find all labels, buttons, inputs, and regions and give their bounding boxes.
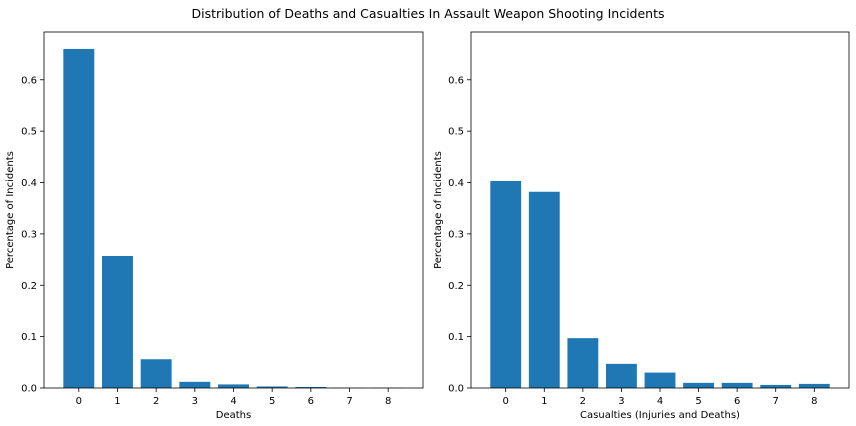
x-tick-label: 8	[385, 396, 391, 407]
bar-2	[567, 338, 599, 388]
y-tick-label: 0.2	[21, 281, 37, 292]
bar-0	[490, 180, 522, 388]
x-tick-label: 3	[618, 396, 624, 407]
x-tick-label: 7	[773, 396, 779, 407]
x-tick-label: 1	[114, 396, 120, 407]
x-tick-label: 4	[230, 396, 236, 407]
y-tick-label: 0.5	[21, 127, 37, 138]
x-axis-label: Deaths	[216, 410, 251, 421]
y-tick-label: 0.0	[21, 384, 37, 395]
bar-1	[102, 255, 133, 388]
y-tick-label: 0.6	[21, 75, 37, 86]
x-axis-label: Casualties (Injuries and Deaths)	[580, 410, 740, 421]
x-tick-label: 0	[503, 396, 509, 407]
axes-frame	[43, 31, 424, 389]
x-tick-label: 2	[580, 396, 586, 407]
bar-6	[721, 382, 753, 388]
bar-5	[683, 382, 714, 388]
x-tick-label: 4	[657, 396, 663, 407]
x-tick-label: 2	[153, 396, 159, 407]
figure-title: Distribution of Deaths and Casualties In…	[191, 6, 664, 21]
y-tick-label: 0.5	[448, 127, 464, 138]
bar-4	[644, 372, 676, 388]
bar-6	[295, 386, 327, 388]
y-tick-label: 0.4	[448, 178, 464, 189]
x-tick-label: 6	[734, 396, 740, 407]
y-tick-label: 0.1	[448, 332, 464, 343]
y-axis-label: Percentage of Incidents	[5, 151, 16, 269]
bar-3	[179, 381, 211, 388]
y-tick-label: 0.1	[21, 332, 37, 343]
y-tick-label: 0.2	[448, 281, 464, 292]
y-axis-label: Percentage of Incidents	[433, 151, 444, 269]
axes-frame	[470, 31, 850, 389]
x-tick-label: 5	[695, 396, 701, 407]
y-tick-label: 0.4	[21, 178, 37, 189]
x-tick-label: 3	[192, 396, 198, 407]
bar-1	[528, 191, 560, 388]
x-tick-label: 6	[308, 396, 314, 407]
x-tick-label: 7	[346, 396, 352, 407]
bar-0	[63, 48, 95, 388]
bar-7	[760, 384, 792, 388]
x-tick-label: 1	[541, 396, 547, 407]
y-tick-label: 0.3	[448, 229, 464, 240]
casualties-chart: 0.0 0.1 0.2 0.3 0.4 0.5 0.6 0 1 2 3 4 5 6 7 8 Casualties…	[433, 31, 850, 421]
x-tick-label: 8	[811, 396, 817, 407]
y-tick-label: 0.0	[448, 384, 464, 395]
x-tick-label: 0	[76, 396, 82, 407]
deaths-chart: 0.0 0.1 0.2 0.3 0.4 0.5 0.6 0 1 2 3 4 5 6 7 8 Deaths Perc…	[5, 31, 424, 421]
bar-5	[256, 386, 288, 388]
bar-2	[140, 359, 172, 388]
x-tick-label: 5	[269, 396, 275, 407]
y-tick-label: 0.6	[448, 75, 464, 86]
bar-8	[798, 383, 830, 388]
bar-3	[606, 363, 637, 388]
y-tick-label: 0.3	[21, 229, 37, 240]
bar-4	[218, 384, 249, 388]
